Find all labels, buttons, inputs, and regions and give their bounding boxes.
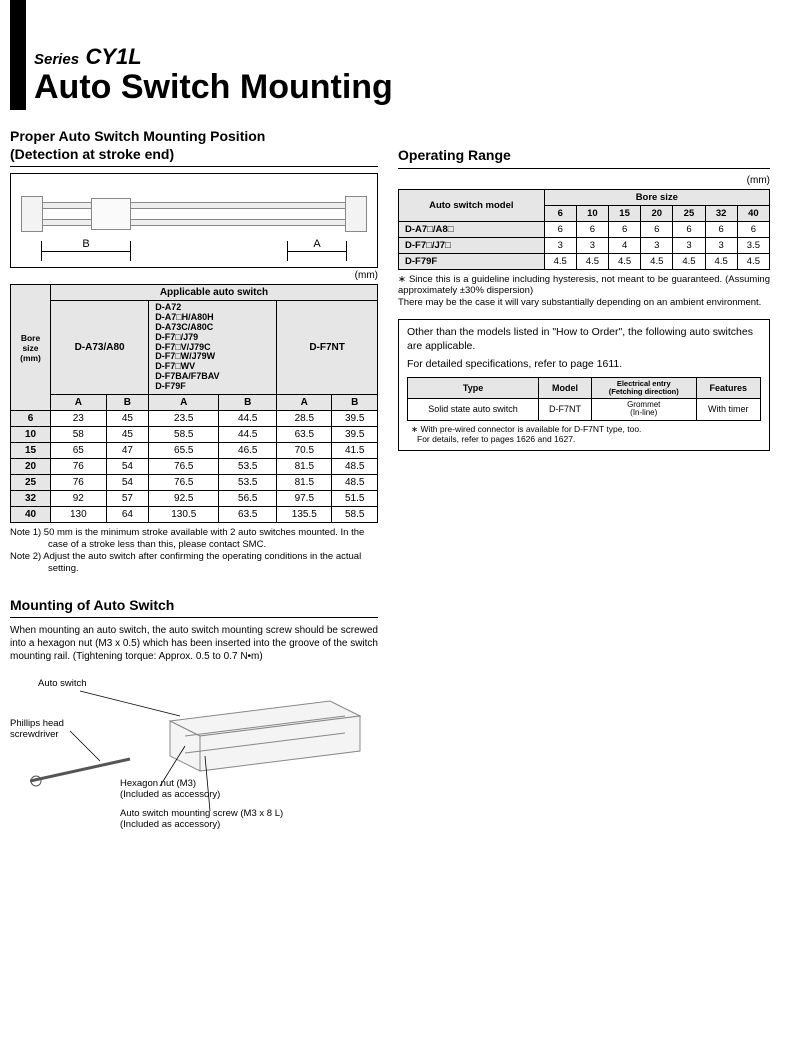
applicable-switch-table: Type Model Electrical entry (Fetching di… [407,377,761,421]
dim-label-b: B [80,238,91,250]
combo-detail: For detailed specifications, refer to pa… [407,358,761,372]
series-name: CY1L [86,44,142,69]
unit-mm: (mm) [10,270,378,281]
label-auto-switch: Auto switch [38,679,87,690]
table-row: D-A7□/A8□6666666 [399,221,770,237]
note-2: Note 2) Adjust the auto switch after con… [10,551,378,575]
table-row: 4013064130.563.5135.558.5 [11,507,378,523]
label-screwdriver: Phillips head screwdriver [10,719,64,741]
table-row: 6234523.544.528.539.5 [11,411,378,427]
operating-range-table: Auto switch model Bore size 610152025324… [398,189,770,270]
th-applicable: Applicable auto switch [51,285,378,301]
dim-label-a: A [311,238,322,250]
label-screw: Auto switch mounting screw (M3 x 8 L) (I… [120,809,283,831]
unit-mm-right: (mm) [398,175,770,186]
applicable-switch-box: Other than the models listed in "How to … [398,319,770,451]
section-title-line1: Proper Auto Switch Mounting Position [10,128,265,144]
section-title-mounting: Mounting of Auto Switch [10,597,378,619]
section-title-operating-range: Operating Range [398,147,770,169]
table-row: D-F7□/J7□3343333.5 [399,237,770,253]
label-hexnut: Hexagon nut (M3) (Included as accessory) [120,779,220,801]
mounting-position-table: Bore size (mm) Applicable auto switch D-… [10,284,378,523]
page-header: Series CY1L Auto Switch Mounting [10,20,780,110]
table-row: 25765476.553.581.548.5 [11,475,378,491]
mounting-position-diagram: B A [10,173,378,268]
th-bore-header: Bore size [544,189,769,205]
table-row: 15654765.546.570.541.5 [11,443,378,459]
page-title: Auto Switch Mounting [34,70,393,106]
series-label: Series [34,51,79,68]
header-bar [10,0,26,110]
table-row: D-F79F4.54.54.54.54.54.54.5 [399,253,770,269]
th-col1: D-A73/A80 [51,301,149,395]
combo-subnote: ∗ With pre-wired connector is available … [407,424,761,444]
section-title-mounting-position: Proper Auto Switch Mounting Position (De… [10,128,378,167]
table-row: 10584558.544.563.539.5 [11,427,378,443]
th-col3: D-F7NT [277,301,378,395]
mounting-diagram: Auto switch Phillips head screwdriver He… [10,671,378,851]
operating-range-note: ∗ Since this is a guideline including hy… [398,274,770,310]
note-1: Note 1) 50 mm is the minimum stroke avai… [10,527,378,551]
mounting-paragraph: When mounting an auto switch, the auto s… [10,624,378,663]
section-title-line2: (Detection at stroke end) [10,146,174,162]
th-bore: Bore size (mm) [11,285,51,411]
table-row: 32925792.556.597.551.5 [11,491,378,507]
th-col2: D-A72 D-A7□H/A80H D-A73C/A80C D-F7□/J79 … [149,301,277,395]
table-row: 20765476.553.581.548.5 [11,459,378,475]
combo-intro: Other than the models listed in "How to … [407,326,761,353]
th-asm: Auto switch model [399,189,545,221]
